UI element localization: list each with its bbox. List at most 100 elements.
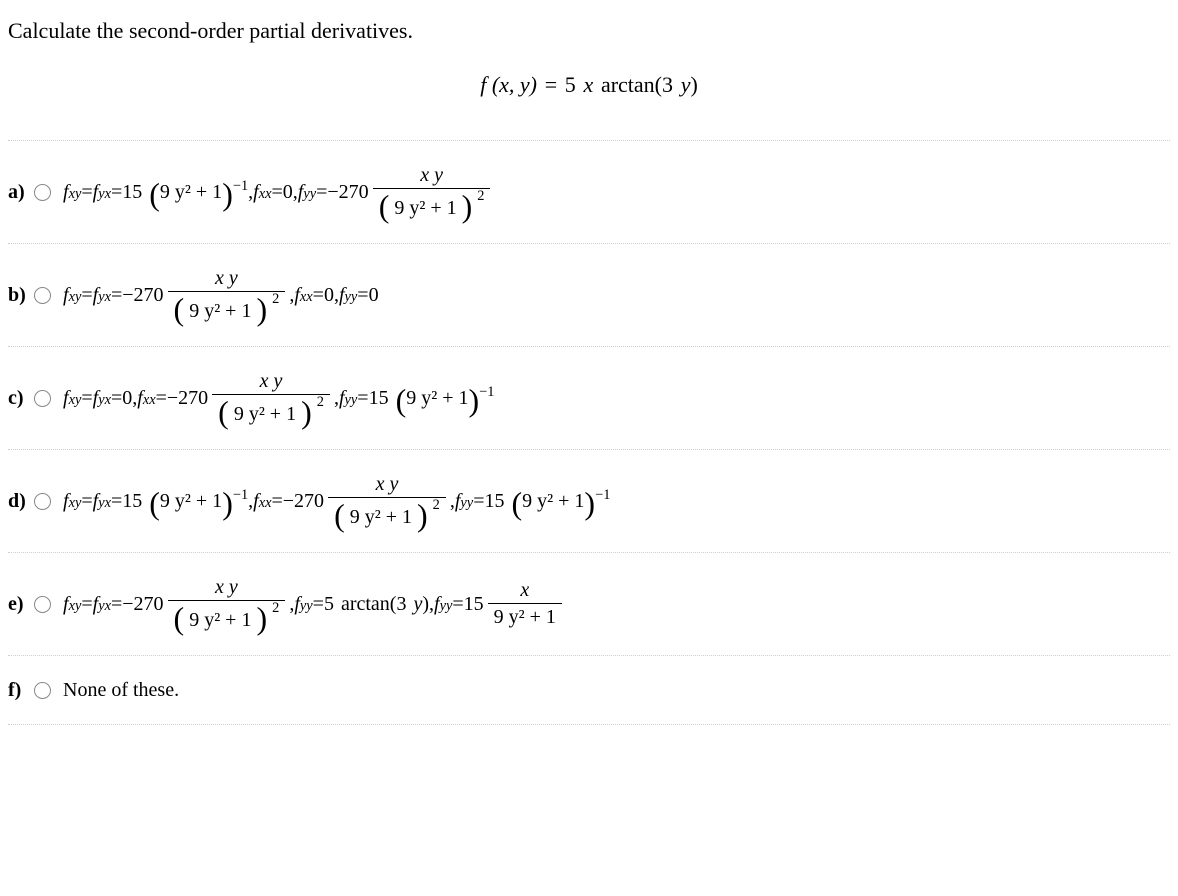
radio-e[interactable] xyxy=(34,596,51,613)
neg270: −270 xyxy=(283,490,324,513)
neg270: −270 xyxy=(167,387,208,410)
lparen: ( xyxy=(511,491,522,517)
lparen: ( xyxy=(379,188,390,224)
lparen: ( xyxy=(149,491,160,517)
rparen: ) xyxy=(256,600,267,636)
zero: 0 xyxy=(283,181,293,204)
sub-xy: xy xyxy=(69,392,82,409)
sub-yx: yx xyxy=(98,186,111,203)
rparen: ) xyxy=(222,491,233,517)
frac: x y ( 9 y² + 1 ) 2 xyxy=(373,164,491,220)
exp-neg1: −1 xyxy=(233,487,248,504)
eq: = xyxy=(272,181,283,204)
close: ) xyxy=(422,593,429,616)
poly: 9 y² + 1 xyxy=(189,609,251,631)
sub-xx: xx xyxy=(143,392,156,409)
rparen: ) xyxy=(256,291,267,327)
radio-b[interactable] xyxy=(34,287,51,304)
eq: = xyxy=(272,490,283,513)
rparen: ) xyxy=(417,497,428,533)
eq: = xyxy=(313,284,324,307)
zero: 0 xyxy=(122,387,132,410)
rparen: ) xyxy=(584,491,595,517)
option-a[interactable]: a) fxy = fyx = 15 ( 9 y² + 1 ) −1 , fxx … xyxy=(8,140,1170,243)
rparen: ) xyxy=(469,388,480,414)
n15: 15 xyxy=(484,490,504,513)
sub-yx: yx xyxy=(98,289,111,306)
eq: = xyxy=(81,593,92,616)
var-x: x xyxy=(583,72,593,98)
option-label-b: b) xyxy=(8,284,34,307)
option-label-d: d) xyxy=(8,490,34,513)
poly: 9 y² + 1 xyxy=(350,506,412,528)
option-b[interactable]: b) fxy = fyx = −270 x y ( 9 y² + 1 ) 2 ,… xyxy=(8,243,1170,346)
eq: = xyxy=(452,593,463,616)
poly: 9 y² + 1 xyxy=(189,300,251,322)
poly: 9 y² + 1 xyxy=(522,490,584,513)
option-d-math: fxy = fyx = 15 ( 9 y² + 1 ) −1 , fxx = −… xyxy=(63,473,610,529)
frac: x y ( 9 y² + 1 ) 2 xyxy=(168,267,286,323)
option-d[interactable]: d) fxy = fyx = 15 ( 9 y² + 1 ) −1 , fxx … xyxy=(8,449,1170,552)
n15: 15 xyxy=(122,181,142,204)
num-xy: x y xyxy=(260,370,283,392)
radio-a[interactable] xyxy=(34,184,51,201)
frac: x 9 y² + 1 xyxy=(488,579,562,629)
n15: 15 xyxy=(369,387,389,410)
eq: = xyxy=(81,387,92,410)
radio-d[interactable] xyxy=(34,493,51,510)
option-c[interactable]: c) fxy = fyx = 0 , fxx = −270 x y ( 9 y²… xyxy=(8,346,1170,449)
lparen: ( xyxy=(218,394,229,430)
neg270: −270 xyxy=(327,181,368,204)
eq: = xyxy=(111,387,122,410)
option-e[interactable]: e) fxy = fyx = −270 x y ( 9 y² + 1 ) 2 ,… xyxy=(8,552,1170,655)
option-e-math: fxy = fyx = −270 x y ( 9 y² + 1 ) 2 , fy… xyxy=(63,576,566,632)
frac: x y ( 9 y² + 1 ) 2 xyxy=(328,473,446,529)
poly: 9 y² + 1 xyxy=(494,606,556,628)
frac: x y ( 9 y² + 1 ) 2 xyxy=(212,370,330,426)
radio-c[interactable] xyxy=(34,390,51,407)
coef-5: 5 xyxy=(565,72,576,98)
options-list: a) fxy = fyx = 15 ( 9 y² + 1 ) −1 , fxx … xyxy=(8,140,1170,725)
sub-yy: yy xyxy=(460,495,473,512)
n5: 5 xyxy=(324,593,334,616)
exp-neg1: −1 xyxy=(233,178,248,195)
n15: 15 xyxy=(464,593,484,616)
sub-xx: xx xyxy=(300,289,313,306)
option-label-a: a) xyxy=(8,181,34,204)
n15: 15 xyxy=(122,490,142,513)
option-f[interactable]: f) None of these. xyxy=(8,655,1170,725)
option-label-f: f) xyxy=(8,679,34,702)
none-of-these: None of these. xyxy=(63,679,179,702)
poly: 9 y² + 1 xyxy=(394,197,456,219)
eq: = xyxy=(111,181,122,204)
rparen: ) xyxy=(462,188,473,224)
sub-yx: yx xyxy=(98,495,111,512)
sub-yy: yy xyxy=(440,598,453,615)
equals: = xyxy=(545,72,557,98)
exp2: 2 xyxy=(272,600,279,616)
num-xy: x y xyxy=(420,164,443,186)
var-y: y xyxy=(681,72,691,98)
sub-xy: xy xyxy=(69,289,82,306)
close-paren: ) xyxy=(690,72,697,98)
rparen: ) xyxy=(301,394,312,430)
exp-neg1: −1 xyxy=(595,487,610,504)
exp2: 2 xyxy=(433,497,440,513)
neg270: −270 xyxy=(122,593,163,616)
eq: = xyxy=(313,593,324,616)
eq: = xyxy=(473,490,484,513)
exp2: 2 xyxy=(317,394,324,410)
num-xy: x y xyxy=(215,267,238,289)
eq: = xyxy=(357,387,368,410)
poly: 9 y² + 1 xyxy=(160,490,222,513)
exp2: 2 xyxy=(272,291,279,307)
radio-f[interactable] xyxy=(34,682,51,699)
exp-neg1: −1 xyxy=(479,384,494,401)
option-b-math: fxy = fyx = −270 x y ( 9 y² + 1 ) 2 , fx… xyxy=(63,267,379,323)
neg270: −270 xyxy=(122,284,163,307)
exp2: 2 xyxy=(477,188,484,204)
num-xy: x y xyxy=(376,473,399,495)
option-a-math: fxy = fyx = 15 ( 9 y² + 1 ) −1 , fxx = 0… xyxy=(63,164,494,220)
eq: = xyxy=(111,490,122,513)
fn-lhs: f (x, y) xyxy=(480,72,537,98)
